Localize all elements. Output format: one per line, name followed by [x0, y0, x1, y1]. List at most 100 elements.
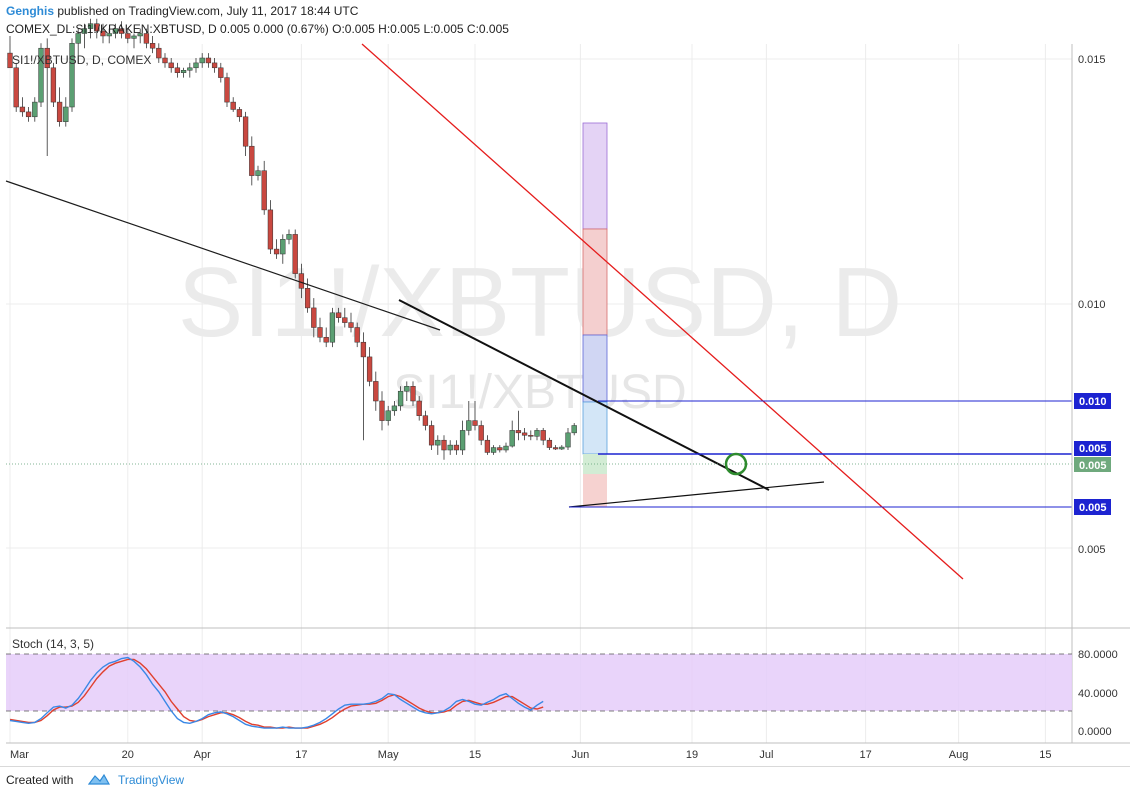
candle	[428, 420, 435, 450]
price-badge	[1074, 441, 1111, 456]
trendline-lower-black	[568, 481, 825, 508]
candle	[199, 53, 205, 68]
candle	[298, 263, 305, 299]
candle	[205, 53, 212, 68]
candle	[416, 396, 422, 421]
time-tick: Jul	[759, 749, 773, 761]
ohlc-line: COMEX_DL:SI1!/KRAKEN:XBTUSD, D 0.005 0.0…	[6, 22, 509, 36]
author-link[interactable]: Genghis	[6, 4, 55, 18]
candle	[348, 312, 354, 333]
time-tick: 15	[1039, 749, 1051, 761]
candle	[211, 58, 218, 73]
candle	[273, 239, 280, 259]
stochastic-pane: Stoch (14, 3, 5) 80.0000 40.0000 0.0000	[6, 637, 1118, 738]
stoch-tick: 0.0000	[1078, 726, 1112, 738]
stop-zone-pink	[583, 474, 607, 507]
candle	[497, 445, 503, 453]
candle	[373, 371, 379, 411]
candle	[410, 381, 416, 406]
chart-header: Genghis published on TradingView.com, Ju…	[0, 0, 1130, 44]
candle	[94, 18, 100, 39]
target-zone-blue	[582, 334, 608, 403]
trendline-red	[361, 43, 964, 580]
candle	[422, 410, 429, 431]
candle	[230, 97, 236, 112]
candle	[397, 386, 404, 411]
candle	[453, 440, 460, 455]
candle	[552, 445, 559, 450]
candle	[19, 97, 26, 117]
candle	[366, 347, 373, 387]
candle	[50, 62, 57, 107]
time-tick: 17	[295, 749, 307, 761]
position-tool[interactable]	[582, 122, 608, 507]
candle	[385, 405, 391, 426]
candle	[187, 62, 193, 78]
candle	[534, 427, 540, 441]
time-tick: 20	[122, 749, 134, 761]
trendline-long-black	[5, 180, 441, 331]
watermark-small: SI1!/XBTUSD	[393, 366, 686, 419]
candle	[242, 111, 249, 156]
candle	[75, 28, 81, 63]
candle	[317, 317, 323, 343]
candle	[162, 53, 168, 68]
candle	[490, 445, 497, 455]
candle	[224, 72, 230, 107]
candle	[56, 87, 63, 127]
price-badge-label: 0.005	[1079, 460, 1107, 472]
time-tick: 19	[686, 749, 698, 761]
candle	[459, 420, 466, 455]
candlesticks	[7, 18, 577, 460]
candle	[515, 410, 522, 441]
candle	[69, 38, 75, 112]
candle	[546, 437, 553, 450]
candle	[261, 160, 267, 215]
stoch-tick: 80.0000	[1078, 649, 1118, 661]
trendline-upper-black	[398, 299, 770, 491]
candle	[360, 332, 367, 441]
price-badge	[1074, 457, 1111, 472]
created-with-label: Created with	[6, 773, 74, 787]
candle	[106, 28, 112, 44]
candle	[484, 435, 491, 455]
candle	[267, 200, 274, 254]
candle	[335, 307, 342, 323]
candle	[87, 18, 94, 39]
candle	[137, 28, 143, 44]
time-tick: Mar	[10, 749, 29, 761]
tradingview-logo-icon[interactable]	[88, 771, 110, 787]
candle	[168, 58, 174, 73]
candle	[472, 401, 478, 431]
candle	[466, 401, 472, 436]
candle	[354, 322, 360, 348]
target-zone-purple	[582, 122, 608, 230]
candle	[329, 307, 336, 348]
tradingview-brand-link[interactable]: TradingView	[118, 773, 185, 787]
time-tick: Aug	[949, 749, 969, 761]
candle	[478, 420, 484, 446]
candle	[521, 427, 528, 441]
price-tick: 0.015	[1078, 54, 1106, 66]
candle	[218, 62, 224, 83]
candle	[503, 442, 509, 453]
target-zone-red	[582, 228, 608, 336]
candle	[280, 234, 286, 264]
candle	[25, 107, 32, 122]
price-badge-label: 0.005	[1079, 502, 1107, 514]
time-axis: Mar20Apr17May15Jun19Jul17Aug15Sep	[6, 742, 1130, 761]
candle	[379, 391, 385, 431]
candle	[13, 62, 19, 112]
candle	[292, 229, 298, 279]
candle	[565, 427, 571, 450]
drawings[interactable]	[5, 43, 1072, 580]
watermark-large: SI1!/XBTUSD, D	[178, 247, 902, 357]
candle	[112, 23, 119, 39]
candle	[404, 381, 410, 401]
price-badge	[1074, 499, 1111, 515]
candle	[7, 35, 13, 69]
candle	[118, 21, 125, 39]
candle	[528, 430, 534, 441]
candle	[38, 43, 44, 107]
candle	[32, 97, 38, 122]
